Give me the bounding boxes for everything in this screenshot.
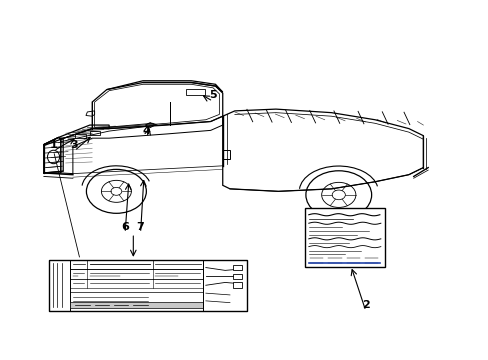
Bar [70,279,203,288]
Bar [70,260,203,269]
Bar [186,89,204,95]
Text: 4: 4 [142,126,150,136]
Text: 5: 5 [209,90,217,100]
Bar [233,265,242,270]
Text: 7: 7 [137,222,144,232]
Bar [49,260,246,311]
Bar [90,131,100,135]
Bar [203,260,246,311]
Bar [223,149,229,159]
Text: 6: 6 [121,222,129,232]
Bar [305,208,384,267]
Bar [75,134,86,138]
Text: 2: 2 [361,300,369,310]
Bar [70,269,203,279]
Text: 1: 1 [50,140,57,149]
Text: 3: 3 [70,140,78,149]
Bar [233,283,242,288]
Bar [70,302,203,308]
Bar [233,274,242,279]
Bar [49,260,70,311]
